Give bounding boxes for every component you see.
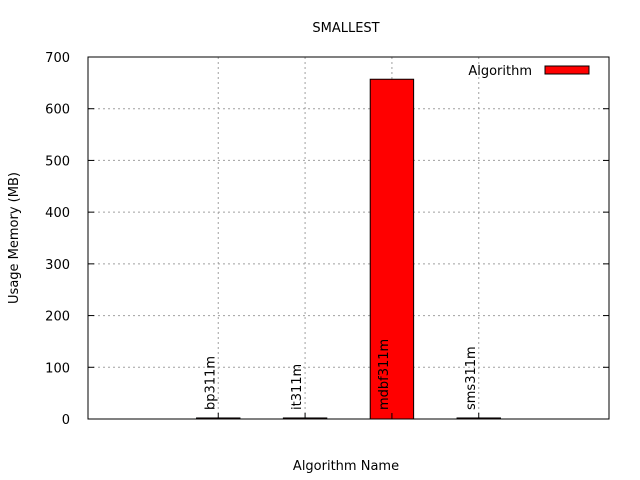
y-axis-label: Usage Memory (MB) [7, 172, 22, 304]
y-tick-label: 500 [45, 154, 70, 169]
category-labels: bp311m it311m mdbf311m sms311m [203, 339, 479, 410]
y-tick-label: 700 [45, 51, 70, 66]
category-label: bp311m [203, 356, 218, 410]
category-label: sms311m [464, 346, 479, 410]
y-tick-label: 100 [45, 361, 70, 376]
category-label: mdbf311m [377, 339, 392, 410]
y-tick-label: 0 [62, 413, 70, 428]
category-label: it311m [290, 364, 305, 410]
legend-label: Algorithm [468, 64, 532, 79]
grid-lines [88, 57, 609, 419]
bar-mdbf311m [369, 78, 415, 420]
plot-frame [87, 56, 610, 420]
y-tick-label: 600 [45, 103, 70, 118]
x-axis-label: Algorithm Name [293, 459, 399, 474]
chart-title: SMALLEST [312, 21, 379, 36]
y-ticks: 0 100 200 300 400 500 600 700 [45, 51, 609, 428]
y-tick-label: 300 [45, 258, 70, 273]
y-tick-label: 200 [45, 310, 70, 325]
bars [196, 78, 501, 420]
legend-swatch [544, 65, 590, 75]
y-tick-label: 400 [45, 206, 70, 221]
legend: Algorithm [468, 64, 590, 79]
